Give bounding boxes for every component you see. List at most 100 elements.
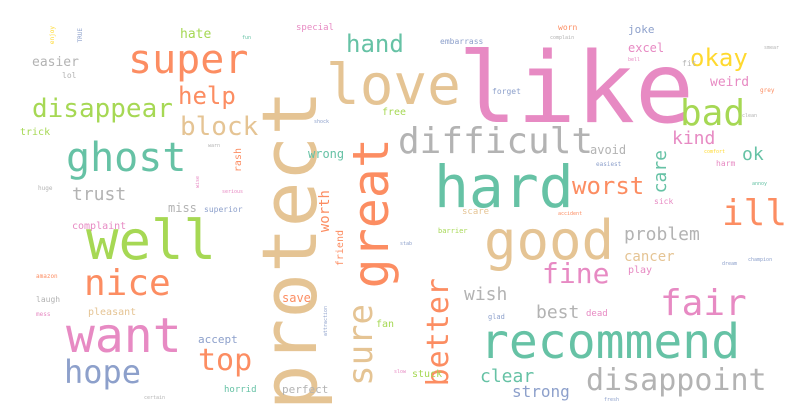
word-warn: warn: [208, 143, 221, 149]
word-worst: worst: [572, 172, 645, 200]
word-champion: champion: [748, 257, 773, 263]
word-attraction: attraction: [323, 306, 329, 337]
word-enjoy: enjoy: [49, 26, 56, 45]
word-pleasant: pleasant: [88, 307, 137, 318]
word-hate: hate: [180, 27, 212, 42]
word-hope: hope: [64, 353, 142, 391]
word-stuck: stuck: [412, 369, 443, 380]
word-perfect: perfect: [282, 383, 329, 396]
word-sure: sure: [341, 304, 381, 386]
word-complain: complain: [550, 35, 575, 41]
word-avoid: avoid: [590, 143, 627, 157]
word-ill: ill: [722, 193, 788, 234]
word-want: want: [66, 308, 182, 364]
word-disappear: disappear: [32, 94, 173, 124]
word-fan: fan: [376, 319, 395, 330]
word-fine: fine: [542, 257, 610, 290]
word-nice: nice: [84, 263, 171, 304]
word-wrong: wrong: [308, 147, 345, 161]
word-rash: rash: [233, 148, 244, 173]
word-bell: bell: [628, 57, 641, 63]
word-fun: fun: [242, 35, 252, 41]
word-problem: problem: [624, 224, 700, 245]
word-like: like: [458, 32, 695, 146]
word-well: well: [86, 209, 217, 272]
word-play: play: [628, 265, 653, 276]
word-weird: weird: [710, 75, 750, 90]
word-disappoint: disappoint: [586, 363, 767, 398]
word-free: free: [382, 107, 407, 118]
word-worth: worth: [317, 190, 333, 233]
word-horrid: horrid: [224, 385, 257, 395]
word-great: great: [342, 138, 400, 289]
word-care: care: [650, 150, 671, 194]
word-easiest: easiest: [596, 161, 622, 168]
word-ghost: ghost: [66, 135, 187, 181]
word-embarrass: embarrass: [440, 37, 484, 46]
word-certain: certain: [144, 395, 166, 401]
word-fresh: fresh: [604, 397, 620, 403]
word-accident: accident: [558, 211, 583, 217]
word-difficult: difficult: [398, 121, 594, 162]
word-recommend: recommend: [480, 314, 741, 370]
word-accept: accept: [198, 333, 238, 346]
word-cancer: cancer: [624, 249, 675, 265]
word-dead: dead: [586, 309, 608, 319]
word-comfort: comfort: [704, 149, 726, 155]
word-easier: easier: [32, 55, 79, 70]
word-friend: friend: [335, 230, 346, 267]
word-mess: mess: [36, 311, 51, 318]
word-lol: lol: [62, 71, 77, 80]
word-sick: sick: [654, 197, 674, 206]
word-dream: dream: [722, 261, 738, 267]
word-best: best: [536, 302, 580, 323]
word-stab: stab: [400, 241, 413, 247]
word-serious: serious: [222, 189, 244, 195]
word-okay: okay: [690, 44, 748, 72]
word-shock: shock: [314, 119, 330, 125]
word-help: help: [178, 82, 236, 110]
word-strong: strong: [512, 382, 570, 401]
word-barrier: barrier: [438, 227, 468, 235]
word-special: special: [296, 23, 334, 33]
word-top: top: [198, 343, 253, 378]
word-smear: smear: [764, 45, 780, 51]
word-glad: glad: [488, 313, 505, 321]
word-huge: huge: [38, 185, 53, 192]
word-kind: kind: [672, 128, 716, 149]
word-trust: trust: [72, 184, 127, 205]
word-wish: wish: [464, 284, 508, 305]
word-hand: hand: [346, 30, 404, 58]
word-worn: worn: [558, 23, 578, 32]
word-protect: protect: [245, 90, 334, 404]
word-TRUE: TRUE: [77, 28, 84, 43]
word-trick: trick: [20, 127, 51, 138]
word-clear: clear: [480, 366, 535, 387]
word-ok: ok: [742, 144, 764, 165]
word-amazon: amazon: [36, 273, 58, 280]
word-save: save: [282, 291, 311, 305]
word-hard: hard: [434, 153, 574, 221]
word-annoy: annoy: [752, 181, 768, 187]
word-love: love: [326, 53, 461, 118]
word-fair: fair: [660, 283, 747, 324]
word-scare: scare: [462, 207, 490, 217]
word-fit: fit: [682, 59, 697, 68]
word-block: block: [180, 112, 259, 142]
word-forget: forget: [492, 87, 521, 96]
word-super: super: [128, 37, 249, 83]
word-superior: superior: [204, 205, 243, 214]
word-clean: clean: [742, 113, 758, 119]
word-joke: joke: [628, 23, 655, 36]
word-good: good: [484, 209, 615, 272]
word-slow: slow: [394, 369, 407, 375]
word-laugh: laugh: [36, 295, 61, 304]
word-complaint: complaint: [72, 221, 127, 232]
word-harm: harm: [716, 159, 736, 168]
word-grey: grey: [760, 87, 775, 94]
word-bad: bad: [680, 93, 746, 134]
word-wise: wise: [195, 176, 201, 189]
word-miss: miss: [168, 201, 197, 215]
word-excel: excel: [628, 41, 665, 55]
